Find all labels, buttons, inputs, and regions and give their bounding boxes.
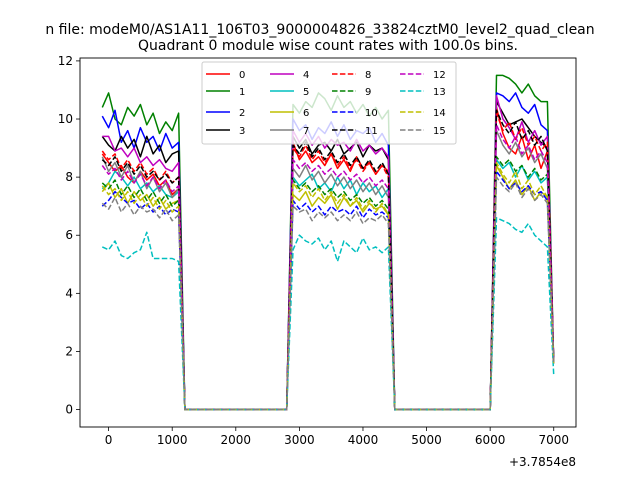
legend-label-9: 9 — [365, 87, 371, 98]
x-tick-label: 7000 — [538, 433, 569, 447]
y-tick-label: 10 — [58, 112, 73, 126]
y-tick-label: 6 — [65, 228, 73, 242]
legend-label-0: 0 — [239, 70, 245, 81]
legend-label-15: 15 — [433, 126, 446, 137]
plot-lines — [101, 74, 555, 411]
series-line-11 — [101, 109, 555, 411]
x-offset-label: +3.7854e8 — [509, 455, 576, 469]
legend-label-10: 10 — [365, 108, 378, 119]
series-line-8 — [101, 112, 555, 411]
x-tick-label: 0 — [105, 433, 113, 447]
legend-label-3: 3 — [239, 126, 245, 137]
chart-title: Quadrant 0 module wise count rates with … — [138, 38, 518, 54]
series-line-12 — [101, 124, 555, 411]
legend-label-13: 13 — [433, 87, 446, 98]
x-tick-label: 4000 — [348, 433, 379, 447]
x-tick-label: 1000 — [157, 433, 188, 447]
x-tick-label: 3000 — [284, 433, 315, 447]
legend-label-14: 14 — [433, 108, 446, 119]
legend-label-11: 11 — [365, 126, 378, 137]
legend-label-5: 5 — [303, 87, 309, 98]
legend-box — [201, 61, 457, 145]
x-tick-label: 6000 — [475, 433, 506, 447]
legend-label-7: 7 — [303, 126, 309, 137]
series-line-9 — [101, 156, 555, 411]
figure-suptitle: n file: modeM0/AS1A11_106T03_9000004826_… — [45, 22, 594, 38]
series-line-15 — [101, 176, 555, 411]
y-tick-label: 12 — [58, 54, 73, 68]
legend-label-2: 2 — [239, 108, 245, 119]
legend-label-8: 8 — [365, 70, 371, 81]
y-tick-label: 8 — [65, 170, 73, 184]
legend-label-1: 1 — [239, 87, 245, 98]
plot-frame — [79, 57, 577, 428]
series-line-14 — [101, 161, 555, 411]
legend-label-6: 6 — [303, 108, 309, 119]
x-tick-label: 5000 — [411, 433, 442, 447]
x-axis: 0 1000 2000 3000 4000 5000 6000 7000 — [105, 427, 569, 447]
y-tick-label: 2 — [65, 344, 73, 358]
y-axis: 0 2 4 6 8 10 12 — [58, 54, 80, 417]
series-line-10 — [101, 170, 555, 411]
series-line-7 — [101, 129, 555, 411]
y-tick-label: 4 — [65, 286, 73, 300]
legend-label-12: 12 — [433, 70, 446, 81]
series-line-13 — [101, 217, 555, 411]
y-tick-label: 0 — [65, 403, 73, 417]
series-line-3 — [101, 100, 555, 411]
legend-label-4: 4 — [303, 70, 309, 81]
x-tick-label: 2000 — [221, 433, 252, 447]
